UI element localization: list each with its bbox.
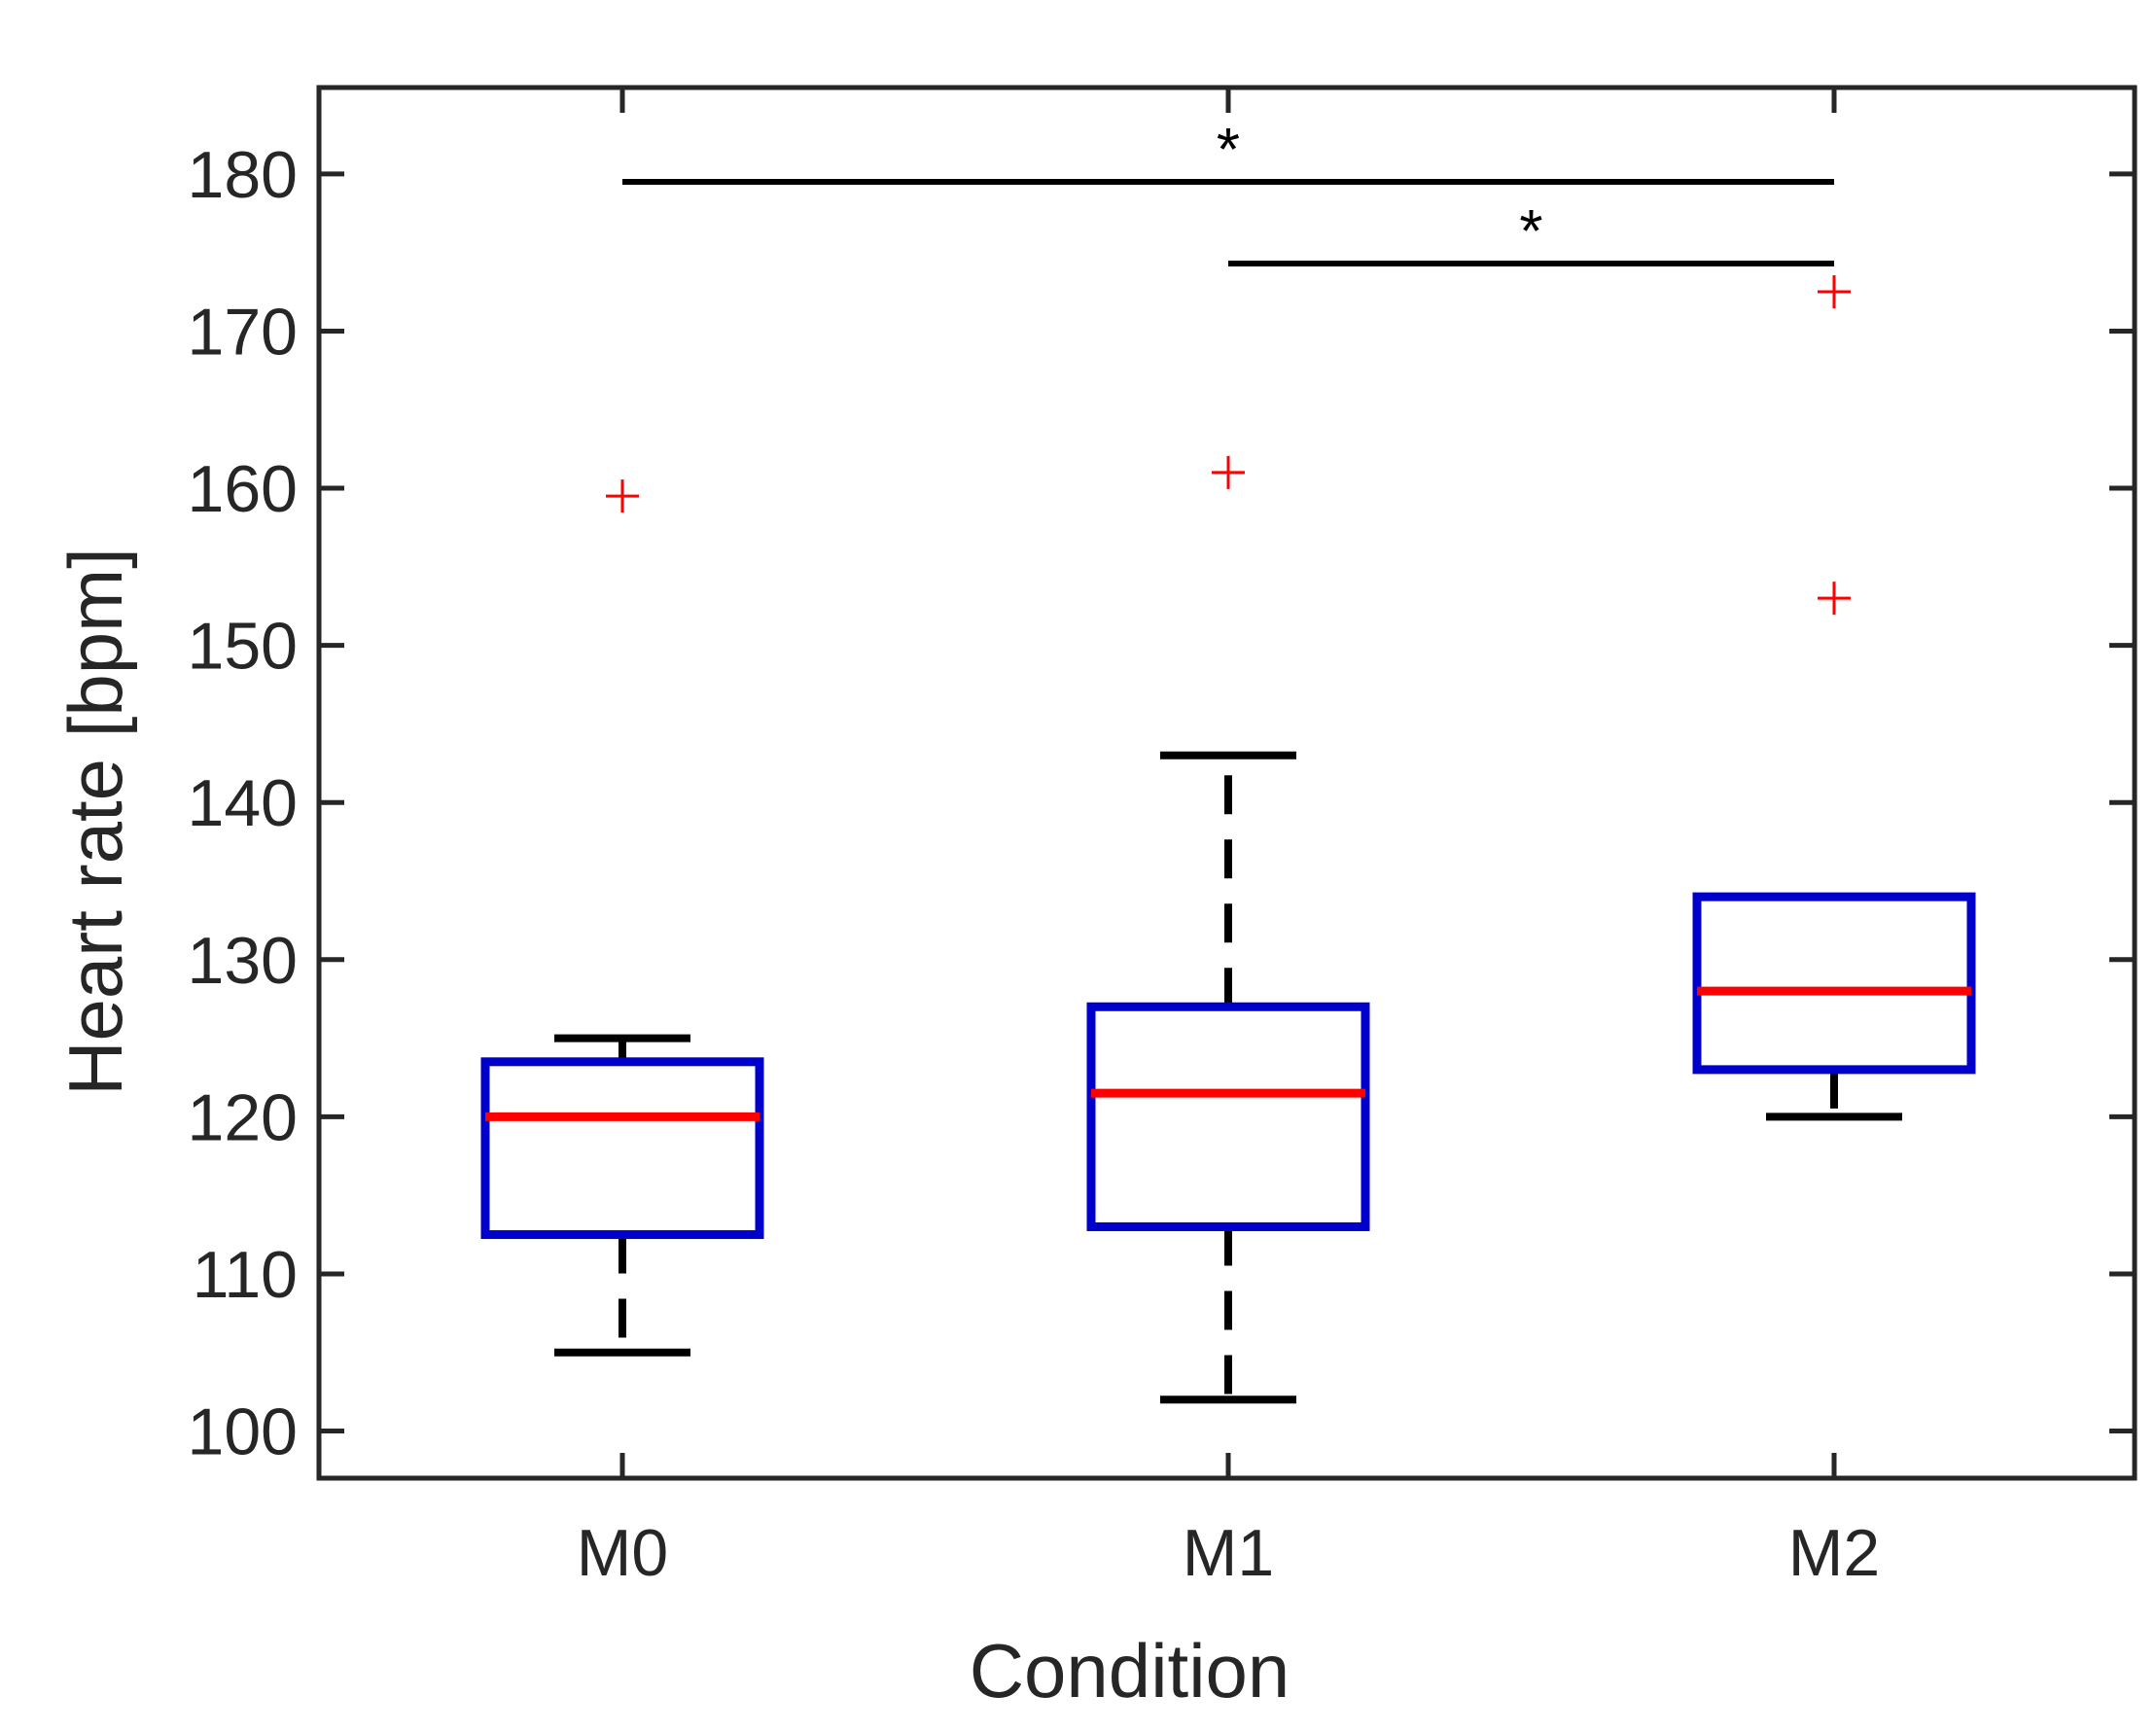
significance-bars: ** xyxy=(622,117,1834,266)
y-tick-label: 160 xyxy=(188,452,298,526)
x-tick-label: M0 xyxy=(577,1516,668,1590)
y-tick-label: 130 xyxy=(188,924,298,998)
x-axis-label: Condition xyxy=(970,1628,1290,1713)
y-tick-label: 140 xyxy=(188,766,298,840)
y-axis-label: Heart rate [bpm] xyxy=(53,548,138,1096)
outliers xyxy=(606,275,1851,616)
x-tick-labels: M0 M1 M2 xyxy=(577,1516,1880,1590)
box-M1 xyxy=(1086,751,1370,1404)
boxes xyxy=(480,751,1976,1404)
box-iqr xyxy=(1692,892,1976,1075)
y-tick-label: 150 xyxy=(188,610,298,684)
y-tick-label: 170 xyxy=(188,295,298,369)
box-M0 xyxy=(480,1034,764,1357)
significance-star: * xyxy=(1217,117,1240,184)
y-tick-labels: 100 110 120 130 140 150 160 170 180 xyxy=(188,138,298,1469)
tick-marks xyxy=(319,88,2135,1478)
significance-star: * xyxy=(1519,198,1542,265)
plot-area-frame xyxy=(316,85,2138,1481)
box-M2 xyxy=(1692,892,1976,1121)
outlier-marker xyxy=(606,479,639,513)
x-tick-label: M2 xyxy=(1788,1516,1880,1590)
y-tick-label: 100 xyxy=(188,1395,298,1469)
y-tick-label: 180 xyxy=(188,138,298,212)
box-iqr xyxy=(1086,1002,1370,1231)
outlier-marker xyxy=(1212,455,1245,489)
box-iqr xyxy=(480,1057,764,1240)
outlier-marker xyxy=(1818,275,1851,309)
y-tick-label: 120 xyxy=(188,1080,298,1154)
outlier-marker xyxy=(1818,582,1851,616)
x-tick-label: M1 xyxy=(1183,1516,1274,1590)
y-tick-label: 110 xyxy=(193,1238,298,1312)
